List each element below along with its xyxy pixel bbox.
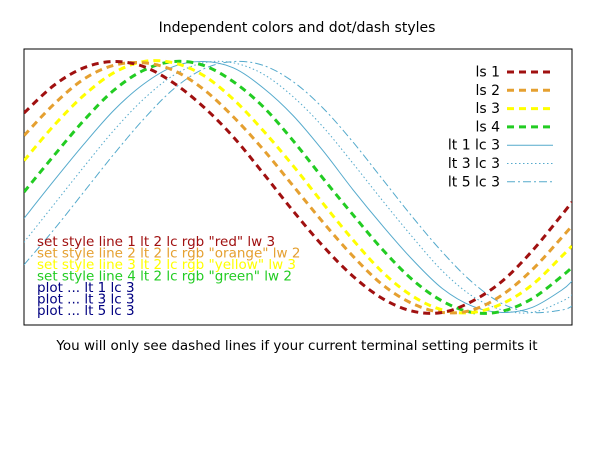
series-line-6 (24, 60, 572, 314)
plot-frame (23, 48, 573, 326)
legend-label: ls 3 (475, 101, 500, 117)
annotation-layer: set style line 1 lt 2 lc rgb "red" lw 3s… (37, 234, 300, 319)
series-line-2 (24, 60, 572, 315)
legend: ls 1 ls 2 ls 3 ls 4 lt 1 lc 3 lt 3 lc 3 lt 5 l… (448, 65, 553, 190)
series-line-4 (24, 59, 572, 315)
series-layer (24, 59, 572, 315)
legend-label: ls 1 (475, 65, 500, 81)
annotation-text: set style line 1 lt 2 lc rgb "red" lw 3 (37, 234, 275, 250)
legend-label: ls 4 (475, 119, 500, 135)
chart-title: Independent colors and dot/dash styles (159, 20, 436, 36)
series-line-1 (24, 60, 572, 315)
annotation-text: plot ... lt 1 lc 3 (37, 280, 135, 296)
annotation-text: set style line 3 lt 2 lc rgb "yellow" lw… (37, 257, 296, 273)
legend-label: lt 3 lc 3 (448, 156, 500, 172)
annotation-text: set style line 4 lt 2 lc rgb "green" lw … (37, 269, 292, 285)
annotation-text: set style line 2 lt 2 lc rgb "orange" lw… (37, 246, 300, 262)
legend-label: lt 1 lc 3 (448, 138, 500, 154)
annotation-text: plot ... lt 5 lc 3 (37, 303, 135, 319)
series-line-5 (24, 61, 572, 313)
series-line-7 (24, 60, 572, 314)
annotation-text: plot ... lt 3 lc 3 (37, 292, 135, 308)
legend-label: lt 5 lc 3 (448, 174, 500, 190)
series-line-3 (24, 59, 572, 315)
legend-label: ls 2 (475, 83, 500, 99)
chart-caption: You will only see dashed lines if your c… (55, 338, 537, 354)
